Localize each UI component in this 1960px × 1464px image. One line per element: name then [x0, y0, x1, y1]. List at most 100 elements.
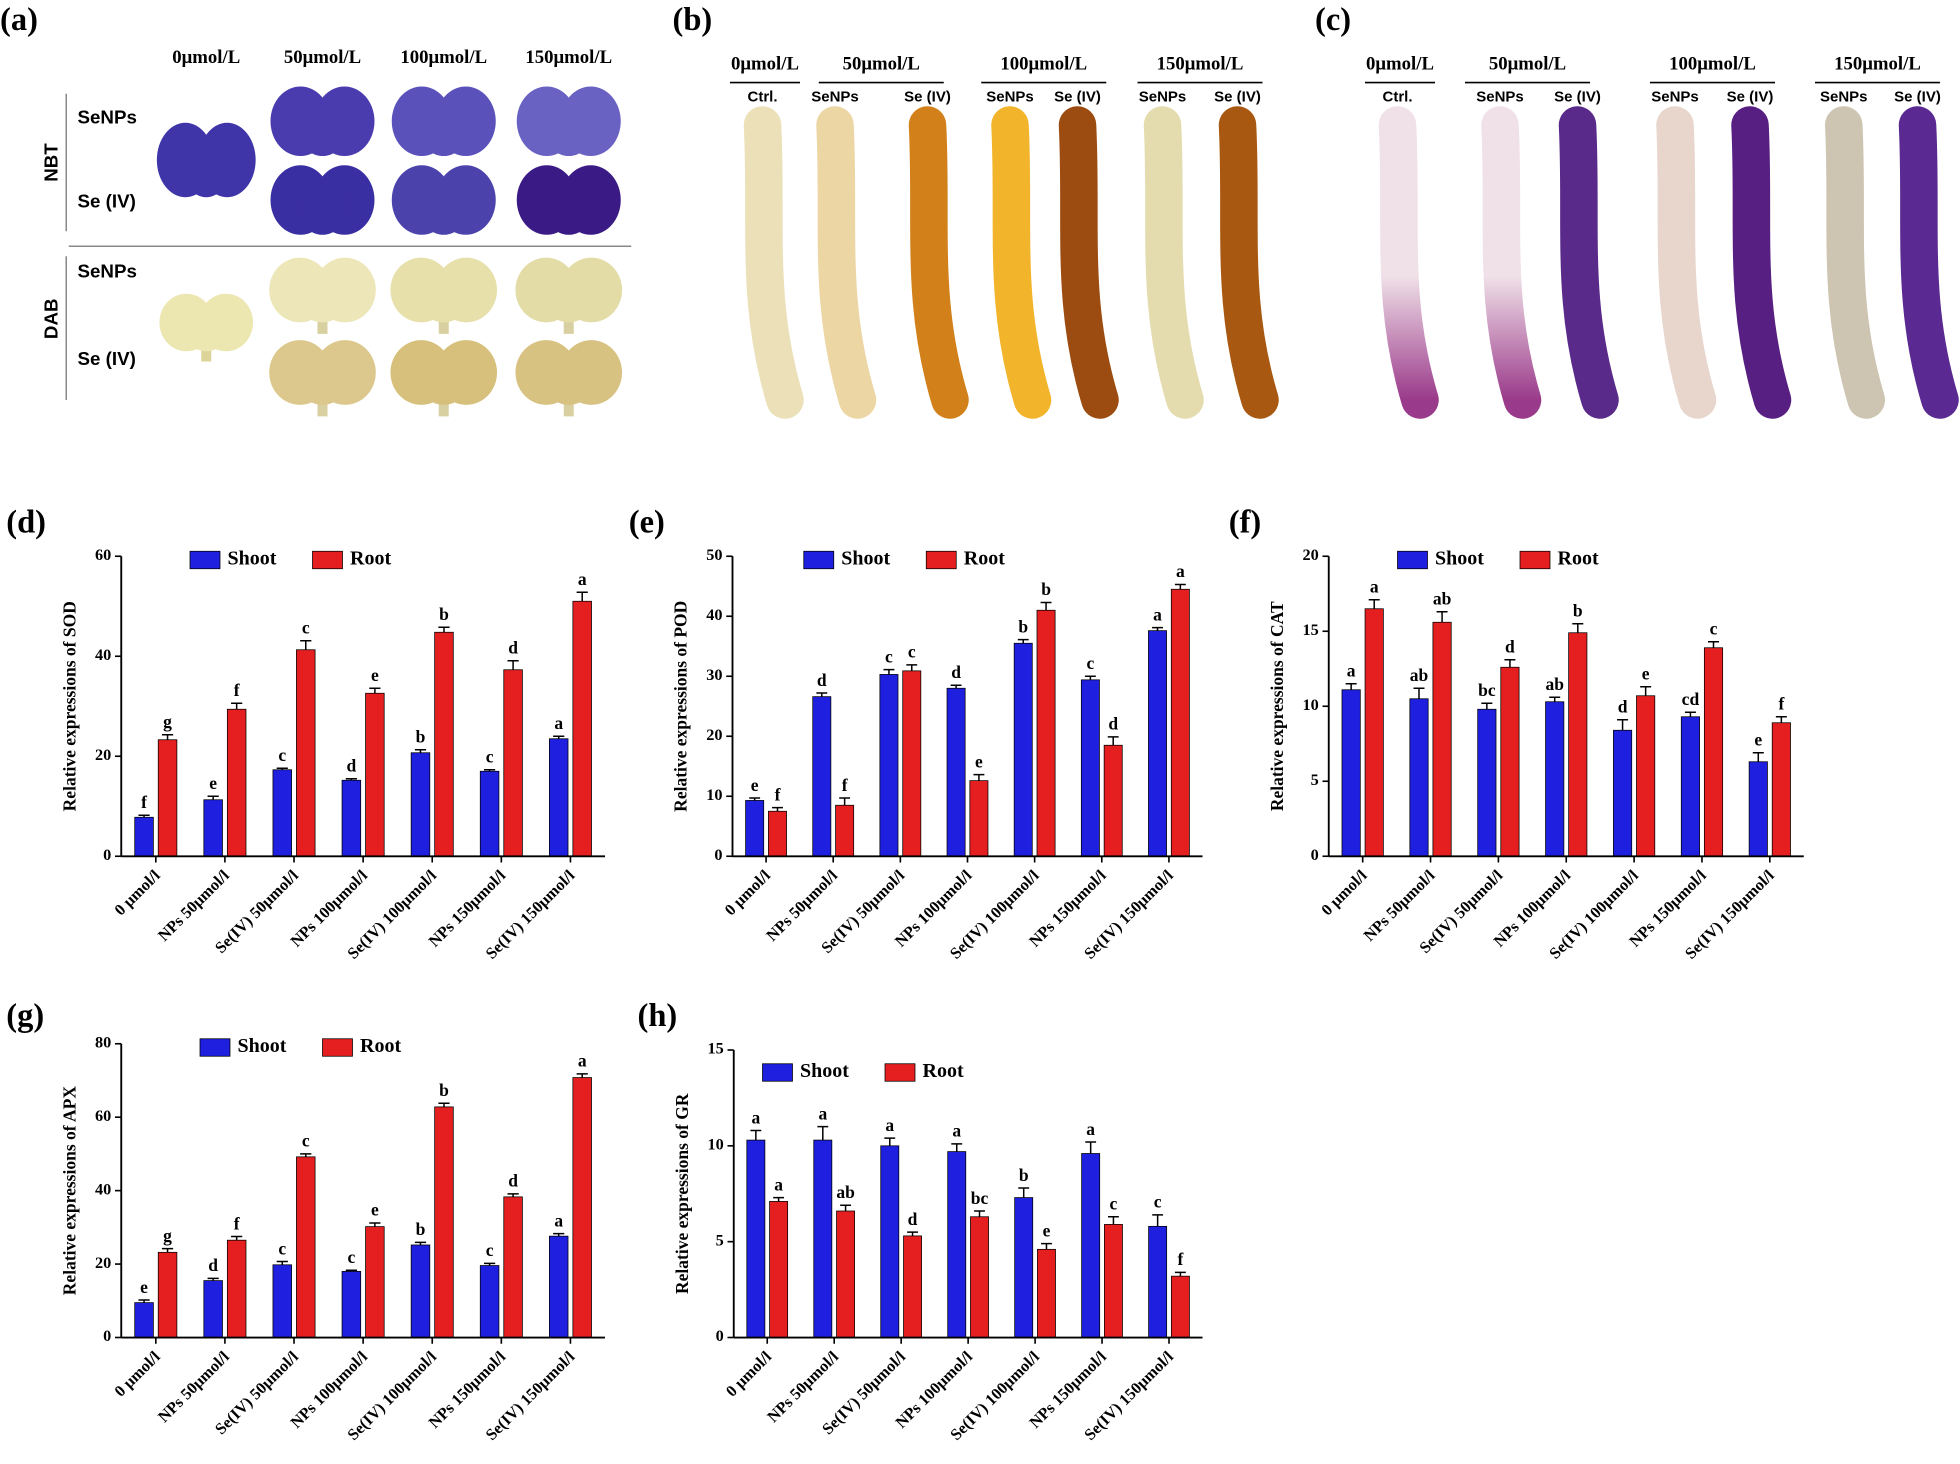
bar [1037, 1248, 1056, 1338]
y-axis-label: Relative expressions of POD [671, 601, 691, 812]
y-tick-label: 20 [95, 1254, 111, 1272]
concentration-header: 150μmol/L [1834, 53, 1921, 74]
bar [1148, 630, 1167, 857]
legend-swatch [884, 1063, 916, 1082]
bar [503, 669, 523, 857]
bar [434, 631, 454, 857]
significance-letter: b [1041, 579, 1051, 599]
bar [1170, 588, 1190, 857]
error-bar [207, 795, 219, 800]
error-bar [345, 1269, 357, 1272]
bar [1013, 642, 1033, 857]
bar [1568, 632, 1588, 857]
column-header: 150μmol/L [525, 47, 612, 68]
significance-letter: d [951, 662, 961, 682]
y-tick-label: 60 [95, 546, 111, 564]
y-tick-label: 5 [1311, 771, 1319, 789]
leaf [418, 268, 470, 323]
treatment-label: Se (IV) [1214, 88, 1261, 105]
error-bar [1040, 601, 1052, 611]
leaf [543, 268, 595, 323]
bar [769, 1201, 789, 1338]
legend-swatch [762, 1063, 793, 1082]
legend-label: Root [360, 1035, 401, 1057]
row-group: NBT [40, 143, 61, 182]
error-bar [138, 814, 150, 818]
row-label: Se (IV) [78, 190, 136, 211]
error-bar [1708, 641, 1719, 648]
significance-letter: e [751, 775, 759, 795]
significance-letter: c [1710, 619, 1718, 639]
bar [1080, 679, 1100, 857]
error-bar [483, 1262, 496, 1266]
leaf [543, 98, 594, 157]
error-bar [507, 1193, 519, 1197]
y-tick-label: 20 [706, 726, 722, 744]
bar [813, 1139, 833, 1338]
y-tick-label: 0 [1311, 846, 1319, 864]
error-bar [438, 626, 450, 633]
significance-letter: c [885, 646, 893, 666]
bar [902, 670, 922, 857]
error-bar [161, 1247, 174, 1253]
significance-letter: g [163, 1225, 172, 1245]
error-bar [816, 692, 828, 697]
significance-letter: c [1086, 653, 1094, 673]
treatment-label: SeNPs [1651, 88, 1699, 105]
bar [226, 708, 247, 857]
bar [572, 600, 592, 857]
error-bar [553, 735, 565, 739]
y-tick-label: 80 [95, 1033, 111, 1051]
bar [1680, 716, 1700, 857]
legend-label: Root [964, 548, 1005, 570]
significance-letter: d [508, 1171, 518, 1191]
column-header: 50μmol/L [284, 47, 361, 68]
error-bar [138, 1299, 150, 1303]
legend-swatch [189, 550, 221, 570]
bar [365, 692, 385, 857]
significance-letter: d [347, 756, 357, 776]
leaf [183, 303, 229, 352]
root [1898, 106, 1959, 419]
legend-label: Shoot [238, 1035, 287, 1057]
error-bar [300, 640, 312, 650]
leaf [296, 350, 349, 405]
treatment-label: Se (IV) [1727, 88, 1774, 105]
y-tick-label: 0 [714, 846, 722, 864]
root [1058, 106, 1119, 419]
bar [572, 1077, 592, 1338]
concentration-header: 50μmol/L [1489, 53, 1566, 74]
error-bar [300, 1153, 312, 1157]
error-bar [1152, 626, 1163, 631]
bar [746, 1139, 766, 1338]
error-bar [483, 769, 496, 772]
error-bar [1174, 1271, 1186, 1277]
error-bar [1041, 1242, 1052, 1250]
error-bar [951, 1143, 963, 1152]
significance-letter: f [775, 784, 781, 804]
root [1481, 106, 1542, 419]
error-bar [576, 591, 588, 602]
significance-letter: b [416, 727, 426, 747]
x-tick-label: 0 μmol/l [111, 1347, 164, 1400]
y-axis-label: Relative expressions of SOD [59, 601, 79, 811]
root [1731, 106, 1792, 419]
y-axis-label: Relative expressions of CAT [1267, 601, 1287, 811]
legend-swatch [322, 1038, 353, 1057]
leaf [418, 350, 470, 405]
error-bar [207, 1277, 219, 1281]
error-bar [1413, 687, 1425, 699]
legend-label: Root [350, 548, 391, 570]
significance-letter: d [908, 1209, 918, 1229]
significance-letter: a [751, 1107, 760, 1127]
error-bar [1017, 638, 1029, 644]
x-tick-label: 0 μmol/l [722, 1347, 775, 1400]
significance-letter: e [371, 1200, 379, 1220]
bar [134, 816, 154, 857]
legend-label: Root [923, 1060, 964, 1082]
bar [157, 1251, 178, 1338]
significance-letter: f [1177, 1249, 1183, 1269]
bar [1771, 722, 1791, 857]
significance-letter: d [208, 1255, 218, 1275]
y-tick-label: 15 [708, 1040, 724, 1058]
